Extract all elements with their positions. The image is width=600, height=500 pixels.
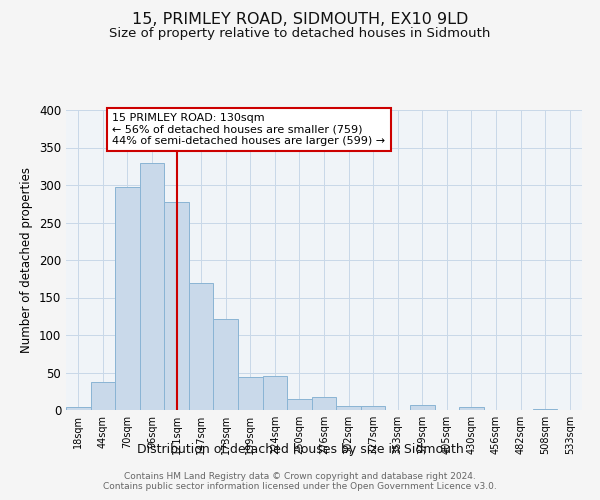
Bar: [533, 408, 557, 410]
Bar: [361, 406, 385, 410]
Bar: [66, 407, 91, 410]
Text: Contains HM Land Registry data © Crown copyright and database right 2024.: Contains HM Land Registry data © Crown c…: [124, 472, 476, 481]
Bar: [140, 163, 164, 410]
Bar: [336, 406, 361, 410]
Bar: [410, 405, 434, 410]
Bar: [189, 283, 214, 410]
Bar: [263, 376, 287, 410]
Bar: [238, 377, 263, 410]
Bar: [312, 397, 336, 410]
Y-axis label: Number of detached properties: Number of detached properties: [20, 167, 34, 353]
Text: Size of property relative to detached houses in Sidmouth: Size of property relative to detached ho…: [109, 28, 491, 40]
Text: 15 PRIMLEY ROAD: 130sqm
← 56% of detached houses are smaller (759)
44% of semi-d: 15 PRIMLEY ROAD: 130sqm ← 56% of detache…: [112, 113, 386, 146]
Bar: [459, 407, 484, 410]
Bar: [287, 399, 312, 410]
Bar: [115, 187, 140, 410]
Bar: [164, 202, 189, 410]
Text: 15, PRIMLEY ROAD, SIDMOUTH, EX10 9LD: 15, PRIMLEY ROAD, SIDMOUTH, EX10 9LD: [132, 12, 468, 28]
Text: Contains public sector information licensed under the Open Government Licence v3: Contains public sector information licen…: [103, 482, 497, 491]
Bar: [214, 318, 238, 410]
Bar: [91, 382, 115, 410]
Text: Distribution of detached houses by size in Sidmouth: Distribution of detached houses by size …: [137, 442, 463, 456]
